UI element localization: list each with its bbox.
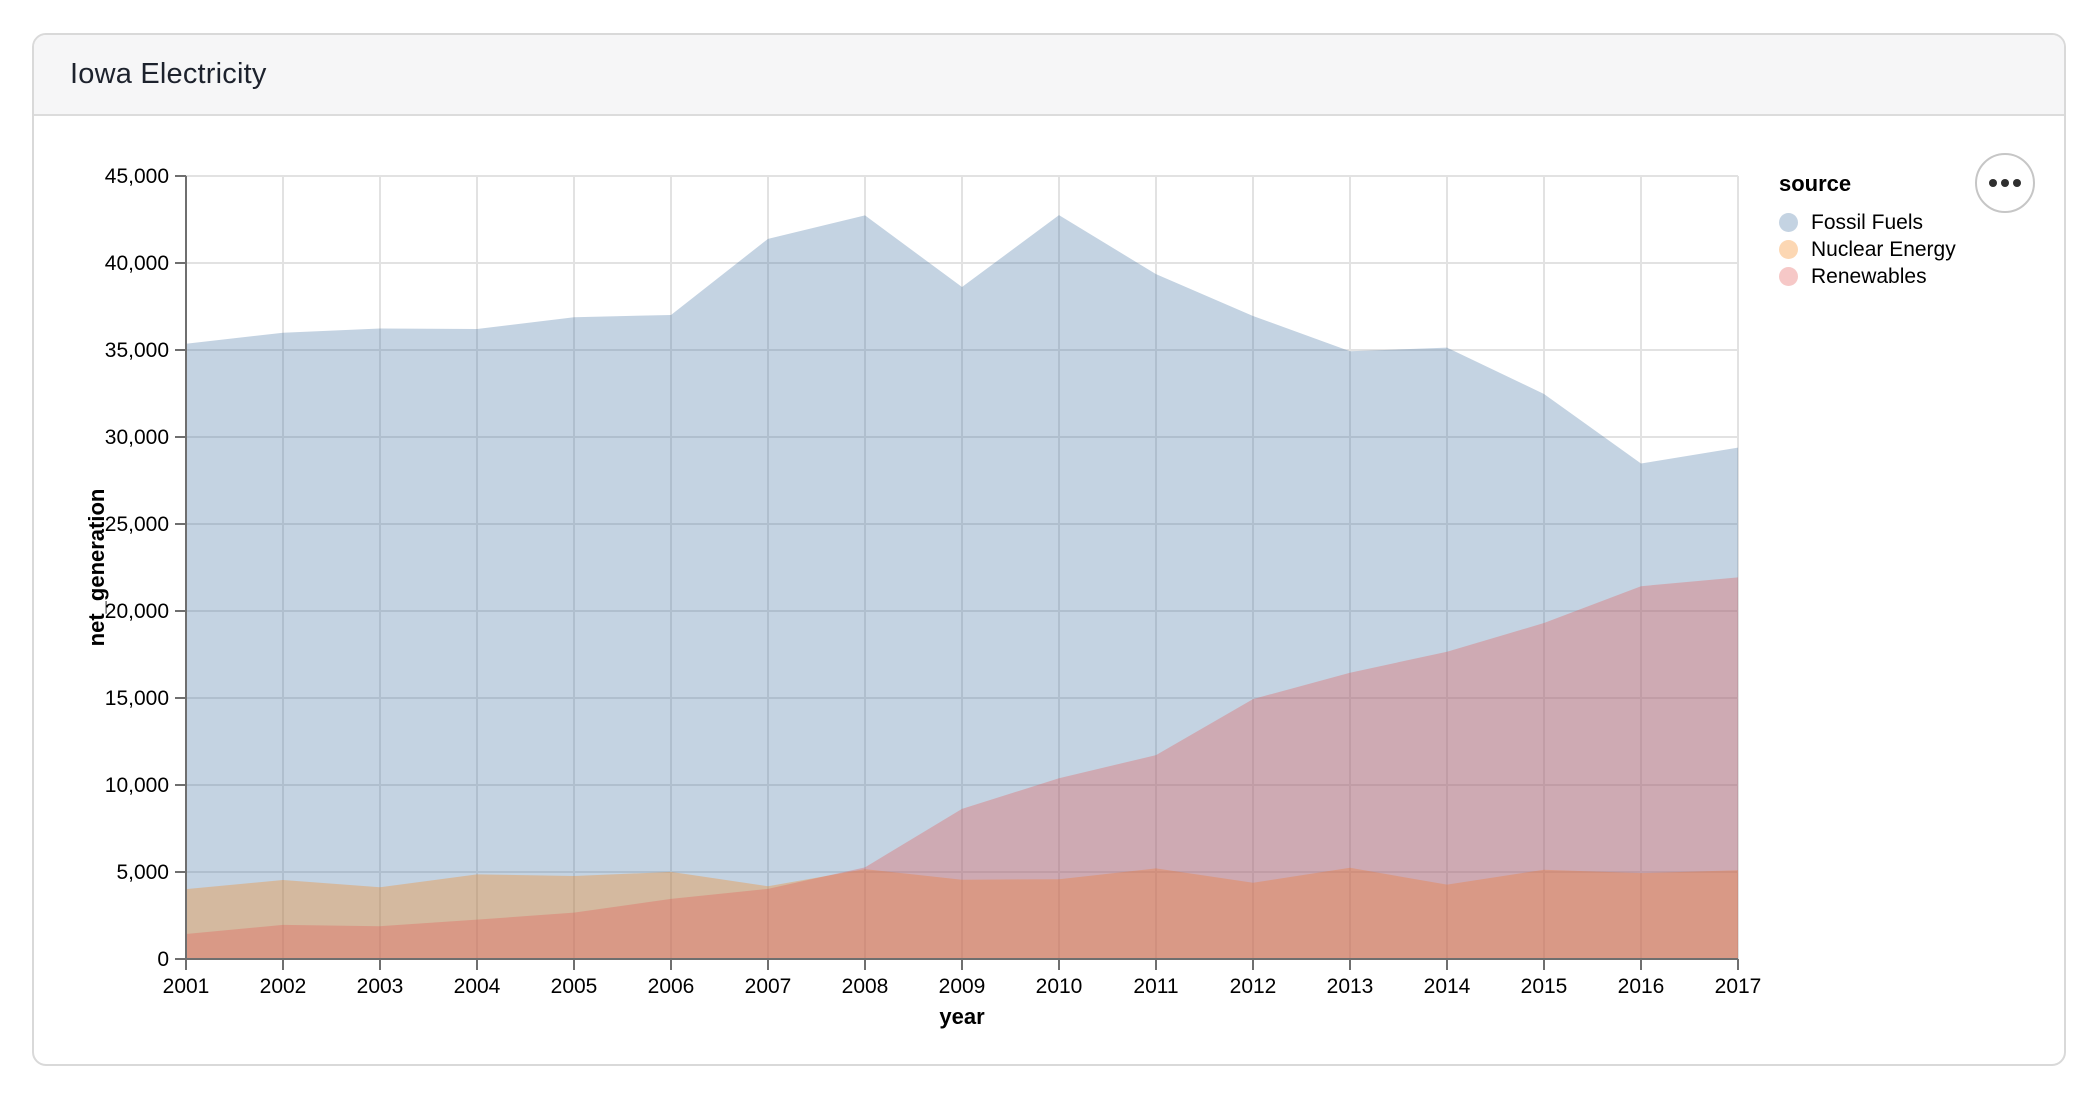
area-renewables [186, 577, 1738, 959]
y-tick-label: 35,000 [105, 339, 169, 362]
legend-title: source [1779, 171, 1852, 196]
y-tick-label: 5,000 [116, 861, 169, 884]
x-tick-label: 2017 [1715, 975, 1762, 998]
x-tick-label: 2010 [1036, 975, 1083, 998]
ellipsis-icon [1989, 179, 1997, 187]
x-tick-label: 2004 [454, 975, 501, 998]
legend-swatch-renewables [1779, 267, 1798, 286]
x-tick-label: 2002 [260, 975, 307, 998]
x-tick-label: 2015 [1521, 975, 1568, 998]
x-tick-label: 2003 [357, 975, 404, 998]
legend-item-nuclear-energy: Nuclear Energy [1779, 236, 1956, 263]
legend-label: Nuclear Energy [1811, 237, 1956, 261]
chart-actions-button[interactable] [1975, 153, 2035, 213]
page-title: Iowa Electricity [70, 58, 267, 90]
x-axis-title: year [939, 1004, 985, 1029]
legend-item-fossil-fuels: Fossil Fuels [1779, 209, 1956, 236]
x-tick-label: 2005 [551, 975, 598, 998]
x-tick-label: 2012 [1230, 975, 1277, 998]
area-nuclear-energy [186, 867, 1738, 959]
x-tick-label: 2016 [1618, 975, 1665, 998]
y-tick-label: 45,000 [105, 165, 169, 188]
ellipsis-icon [2013, 179, 2021, 187]
legend-label: Renewables [1811, 264, 1927, 288]
y-tick-label: 40,000 [105, 252, 169, 275]
y-tick-label: 25,000 [105, 513, 169, 536]
x-tick-label: 2008 [842, 975, 889, 998]
area-chart: 0 5,000 10,000 15,000 20,000 25,000 30,000 35,0… [84, 165, 1762, 1029]
x-tick-label: 2009 [939, 975, 986, 998]
legend-item-renewables: Renewables [1779, 263, 1956, 290]
x-tick-label: 2007 [745, 975, 792, 998]
legend-swatch-nuclear-energy [1779, 240, 1798, 259]
x-tick-label: 2006 [648, 975, 695, 998]
x-tick-label: 2014 [1424, 975, 1471, 998]
y-tick-label: 20,000 [105, 600, 169, 623]
area-fossil-fuels [186, 215, 1738, 959]
legend: source Fossil Fuels Nuclear Energy Renewab… [1779, 171, 1956, 290]
y-axis-title: net_generation [84, 489, 109, 647]
chart-card: Iowa Electricity 0 5,000 10,000 15,000 20,00… [32, 33, 2066, 1066]
ellipsis-icon [2001, 179, 2009, 187]
chart-area-container: 0 5,000 10,000 15,000 20,000 25,000 30,000 35,0… [34, 116, 2064, 1064]
legend-swatch-fossil-fuels [1779, 213, 1798, 232]
legend-label: Fossil Fuels [1811, 210, 1924, 234]
x-tick-label: 2001 [163, 975, 210, 998]
y-tick-label: 15,000 [105, 687, 169, 710]
x-tick-label: 2011 [1133, 975, 1178, 998]
card-header: Iowa Electricity [34, 35, 2064, 116]
y-tick-label: 30,000 [105, 426, 169, 449]
y-tick-label: 0 [157, 948, 169, 971]
y-tick-label: 10,000 [105, 774, 169, 797]
x-tick-label: 2013 [1327, 975, 1374, 998]
